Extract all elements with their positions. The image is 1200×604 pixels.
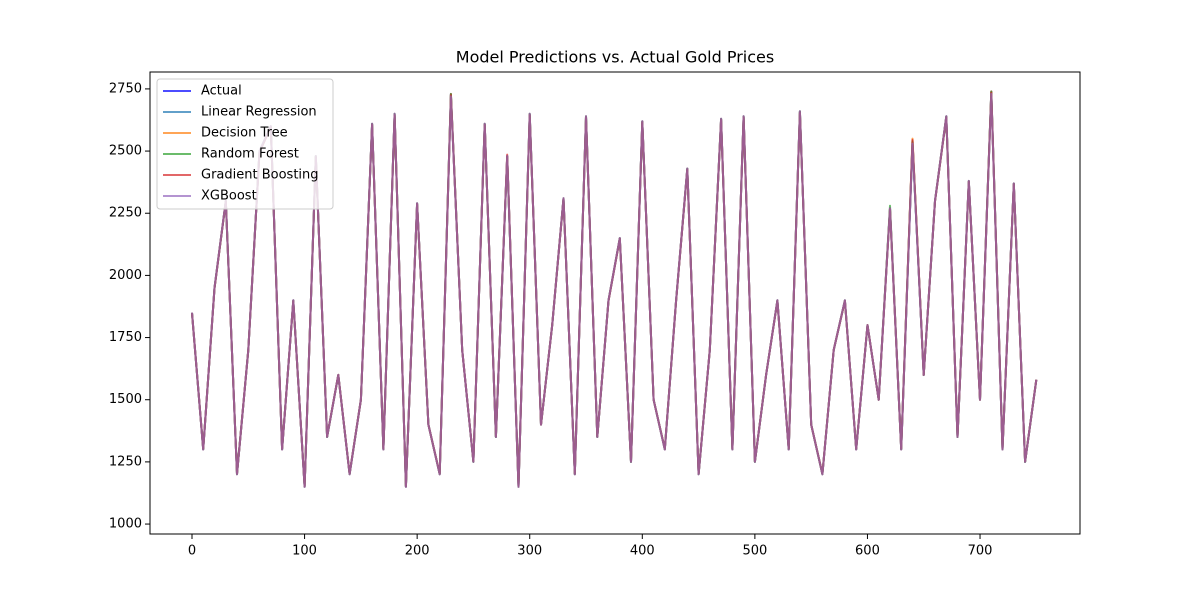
y-tick-label: 2750 bbox=[109, 81, 142, 96]
legend-label: XGBoost bbox=[201, 189, 257, 204]
y-tick-label: 1500 bbox=[109, 392, 142, 407]
y-tick-label: 2500 bbox=[109, 144, 142, 159]
x-tick-label: 500 bbox=[742, 544, 767, 559]
x-tick-label: 300 bbox=[517, 544, 542, 559]
legend-label: Gradient Boosting bbox=[201, 168, 319, 183]
x-tick-label: 200 bbox=[405, 544, 430, 559]
y-tick-label: 1750 bbox=[109, 330, 142, 345]
x-tick-label: 400 bbox=[630, 544, 655, 559]
x-tick-label: 600 bbox=[855, 544, 880, 559]
series-line bbox=[191, 92, 1038, 488]
x-tick-label: 100 bbox=[292, 544, 317, 559]
x-tick-label: 700 bbox=[968, 544, 993, 559]
x-tick-label: 0 bbox=[188, 544, 196, 559]
y-tick-label: 2000 bbox=[109, 268, 142, 283]
y-tick-label: 2250 bbox=[109, 206, 142, 221]
legend-label: Random Forest bbox=[201, 147, 299, 162]
y-tick-label: 1000 bbox=[109, 517, 142, 532]
legend-label: Decision Tree bbox=[201, 126, 288, 141]
y-tick-label: 1250 bbox=[109, 454, 142, 469]
legend-box bbox=[156, 78, 334, 210]
legend-label: Linear Regression bbox=[201, 105, 317, 120]
legend-label: Actual bbox=[201, 84, 242, 99]
plot-frame bbox=[149, 71, 1081, 535]
chart-title: Model Predictions vs. Actual Gold Prices bbox=[456, 48, 774, 67]
